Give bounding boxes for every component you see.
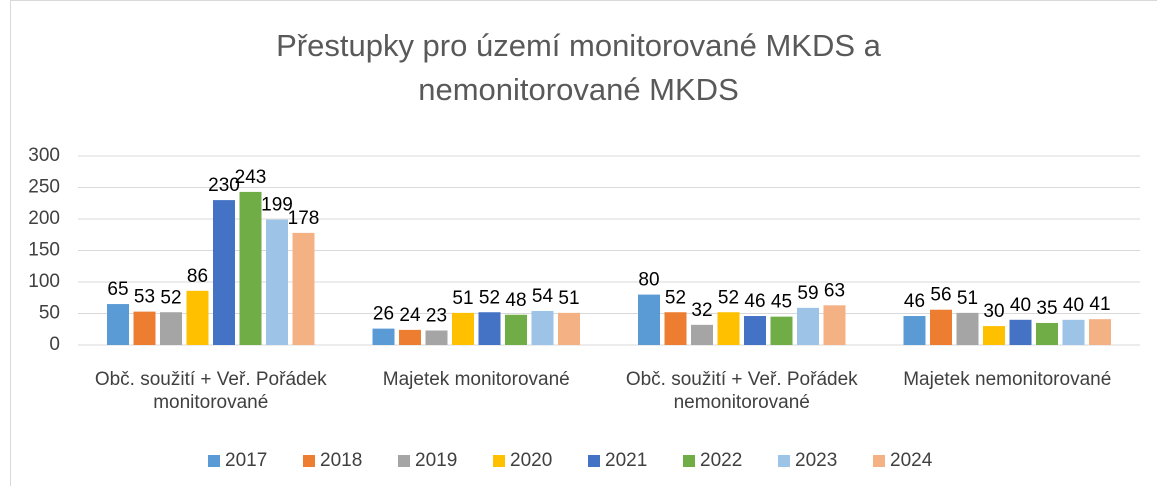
legend-label: 2019 [415, 450, 457, 471]
legend-swatch [873, 455, 885, 467]
data-label: 230 [208, 175, 240, 196]
y-tick-label: 200 [28, 208, 60, 229]
bar [930, 309, 952, 345]
data-label: 59 [797, 283, 818, 304]
data-label: 243 [235, 167, 267, 188]
legend-swatch [778, 455, 790, 467]
y-tick-label: 0 [49, 334, 60, 355]
y-tick-label: 250 [28, 177, 60, 198]
data-label: 30 [983, 301, 1004, 322]
legend-label: 2024 [890, 450, 933, 471]
legend-label: 2022 [700, 450, 742, 471]
bar [823, 305, 846, 345]
data-label: 178 [288, 208, 320, 229]
bar [160, 312, 182, 345]
bar [797, 307, 819, 345]
bar [133, 311, 156, 345]
data-label: 53 [134, 287, 155, 308]
bar [956, 312, 979, 345]
data-label: 41 [1089, 294, 1110, 315]
data-label: 35 [1036, 298, 1057, 319]
data-label: 65 [107, 279, 128, 300]
data-label: 52 [665, 287, 686, 308]
data-label: 40 [1063, 295, 1084, 316]
y-tick-label: 300 [28, 145, 60, 166]
data-label: 51 [558, 288, 579, 309]
bar [903, 316, 926, 345]
legend-label: 2023 [795, 450, 837, 471]
bar [770, 316, 793, 345]
data-label: 52 [160, 287, 181, 308]
bar [1062, 319, 1085, 345]
bar [478, 312, 501, 345]
bar [186, 290, 209, 345]
data-label: 46 [904, 291, 925, 312]
legend-swatch [303, 455, 315, 467]
data-label: 23 [426, 306, 447, 327]
bar [452, 312, 474, 345]
bar [399, 329, 421, 345]
data-label: 32 [691, 300, 712, 321]
legend-swatch [683, 455, 695, 467]
data-label: 24 [399, 305, 421, 326]
y-tick-label: 150 [28, 240, 60, 261]
x-tick-label: Obč. soužití + Veř. Pořádek nemonitorova… [625, 369, 858, 413]
data-label: 52 [718, 287, 739, 308]
legend-swatch [588, 455, 600, 467]
bar [239, 191, 262, 345]
bar [107, 304, 129, 345]
data-label: 45 [771, 292, 792, 313]
legend-label: 2017 [225, 450, 267, 471]
legend-label: 2020 [510, 450, 552, 471]
data-label: 40 [1010, 295, 1031, 316]
data-label: 86 [187, 266, 208, 287]
bar [1036, 322, 1058, 345]
legend-label: 2018 [320, 450, 362, 471]
bar [213, 200, 235, 345]
legend-swatch [208, 455, 220, 467]
bar [983, 326, 1005, 345]
data-label: 63 [824, 280, 845, 301]
bar [717, 312, 740, 345]
data-label: 26 [373, 304, 394, 325]
legend-label: 2021 [605, 450, 647, 471]
data-label: 51 [957, 288, 978, 309]
bar [266, 219, 288, 345]
y-tick-label: 100 [28, 271, 60, 292]
legend-swatch [398, 455, 410, 467]
legend-swatch [493, 455, 505, 467]
data-label: 51 [452, 288, 473, 309]
bar [664, 312, 687, 345]
data-label: 80 [638, 270, 659, 291]
bar [425, 330, 448, 345]
bar [744, 316, 766, 345]
chart-border [10, 0, 1157, 486]
y-tick-label: 50 [39, 303, 60, 324]
bar [531, 310, 554, 345]
data-label: 46 [744, 291, 765, 312]
bar [638, 294, 660, 345]
x-tick-label: Obč. soužití + Veř. Pořádek monitorované [94, 369, 327, 413]
data-label: 56 [930, 285, 951, 306]
bar [1009, 319, 1032, 345]
bar [292, 232, 315, 345]
data-label: 54 [532, 286, 554, 307]
x-tick-label: Majetek monitorované [382, 369, 570, 390]
chart-title: Přestupky pro území monitorované MKDS a … [276, 28, 881, 107]
bar [372, 328, 395, 345]
data-label: 48 [505, 290, 526, 311]
bar [505, 314, 527, 345]
x-tick-label: Majetek nemonitorované [903, 369, 1112, 390]
bar [558, 312, 580, 345]
data-label: 52 [479, 287, 500, 308]
bar [1089, 319, 1111, 345]
data-label: 199 [261, 195, 293, 216]
bar [691, 324, 713, 345]
